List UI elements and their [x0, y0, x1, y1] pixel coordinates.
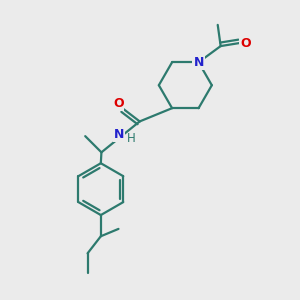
Text: O: O — [113, 97, 124, 110]
Text: H: H — [128, 132, 136, 145]
Text: O: O — [240, 37, 251, 50]
Text: N: N — [194, 56, 204, 69]
Text: N: N — [114, 128, 124, 142]
